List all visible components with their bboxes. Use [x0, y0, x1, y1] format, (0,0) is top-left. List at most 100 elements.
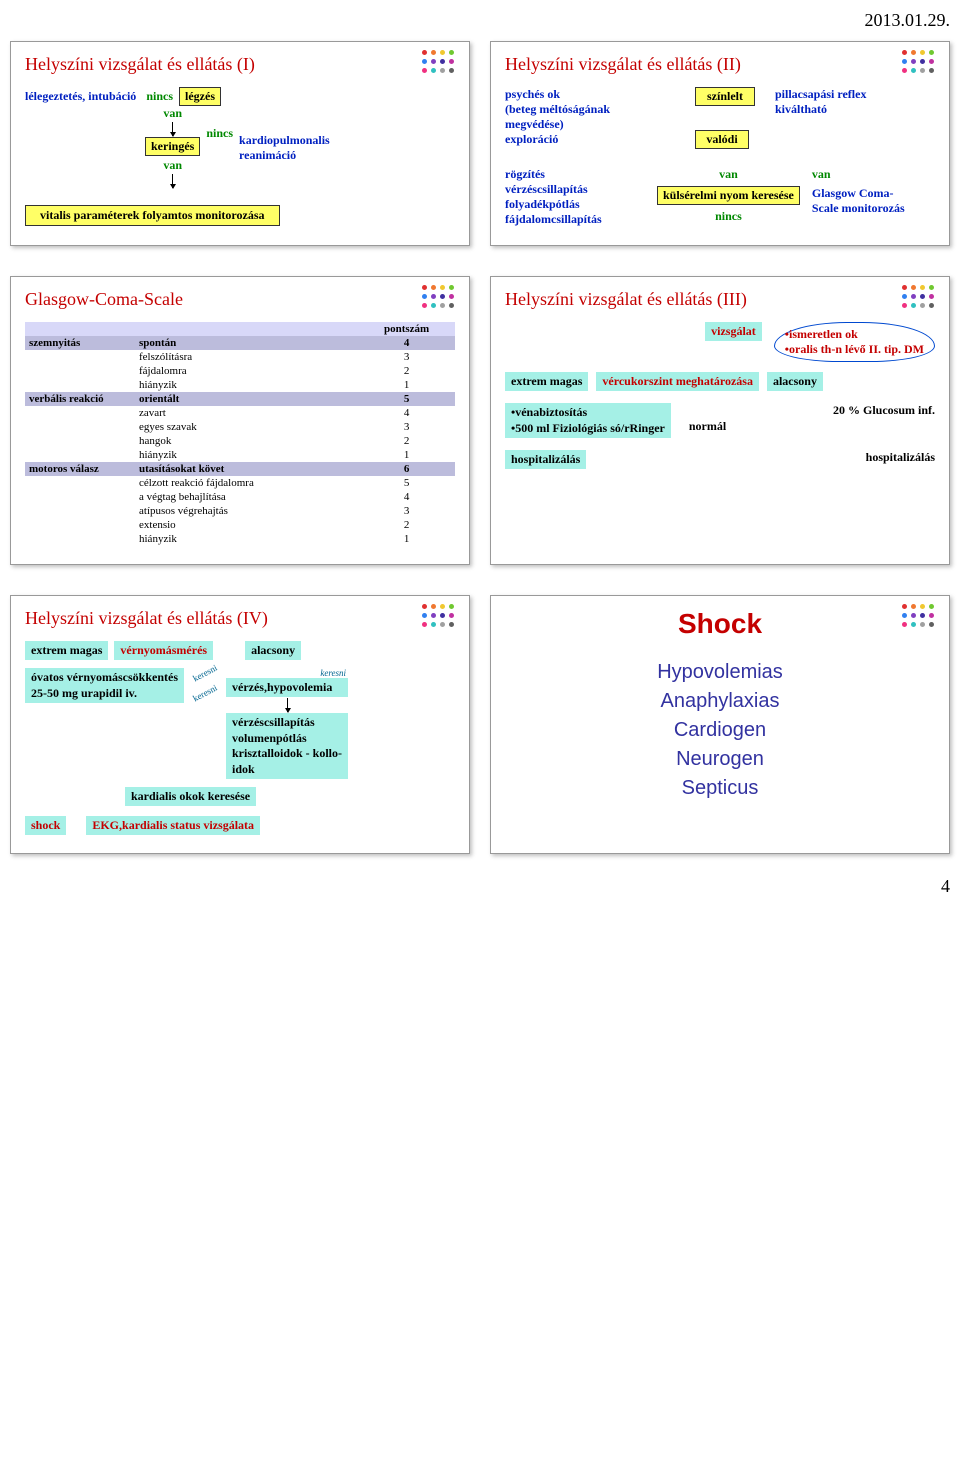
gcs-cat — [25, 532, 135, 546]
dot — [920, 50, 925, 55]
gcs-score: 2 — [358, 364, 455, 378]
dot-matrix — [902, 50, 935, 74]
dot — [440, 294, 445, 299]
t: •ismeretlen ok — [785, 327, 924, 342]
label-van: van — [163, 106, 182, 121]
gcs-score: 1 — [358, 378, 455, 392]
dot — [911, 604, 916, 609]
gcs-item: utasításokat követ — [135, 462, 358, 476]
t: •500 ml Fiziológiás só/rRinger — [511, 421, 665, 437]
gcs-item: zavart — [135, 406, 358, 420]
slide-3: Glasgow-Coma-Scale pontszámszemnyitásspo… — [10, 276, 470, 565]
dot — [911, 50, 916, 55]
dot — [929, 50, 934, 55]
t: vérzéscsillapítás — [505, 182, 645, 197]
gcs-cat: verbális reakció — [25, 392, 135, 406]
label-keresni: keresni — [191, 662, 219, 683]
dot — [422, 50, 427, 55]
gcs-item: hiányzik — [135, 378, 358, 392]
gcs-score: 3 — [358, 504, 455, 518]
dot — [902, 604, 907, 609]
dot — [422, 285, 427, 290]
slide-title: Helyszíni vizsgálat és ellátás (I) — [25, 54, 455, 75]
t: óvatos vérnyomáscsökkentés — [31, 670, 178, 686]
gcs-cat — [25, 518, 135, 532]
dot-matrix — [422, 50, 455, 74]
dot-matrix — [422, 285, 455, 309]
gcs-item: hiányzik — [135, 532, 358, 546]
label-nincs: nincs — [715, 209, 742, 223]
box-valodi: valódi — [695, 130, 749, 149]
s2-right: színlelt valódi — [695, 87, 755, 149]
dot — [440, 303, 445, 308]
s4-top: vizsgálat •ismeretlen ok •oralis th-n lé… — [505, 322, 935, 362]
dot — [929, 285, 934, 290]
dot — [431, 604, 436, 609]
gcs-item: hangok — [135, 434, 358, 448]
dot — [902, 68, 907, 73]
label-hospital: hospitalizálás — [866, 450, 935, 469]
dot — [902, 303, 907, 308]
dot — [440, 50, 445, 55]
gcs-item: a végtag behajlítása — [135, 490, 358, 504]
box-shock: shock — [25, 816, 66, 835]
label-keresni: keresni — [191, 682, 219, 703]
t: rögzítés — [505, 167, 645, 182]
dot — [449, 294, 454, 299]
dot — [422, 294, 427, 299]
t: psychés ok — [505, 87, 675, 102]
dot — [902, 294, 907, 299]
dot — [440, 285, 445, 290]
shock-item: Neurogen — [505, 745, 935, 774]
dot — [929, 622, 934, 627]
slide-title: Helyszíni vizsgálat és ellátás (IV) — [25, 608, 455, 629]
dot-matrix — [902, 285, 935, 309]
gcs-cat — [25, 504, 135, 518]
right-block: van Glasgow Coma-Scale monitorozás — [812, 167, 912, 216]
gcs-item: felszólításra — [135, 350, 358, 364]
page-number: 4 — [10, 876, 950, 897]
gcs-cat — [25, 364, 135, 378]
s5-row3: kardialis okok keresése — [125, 787, 455, 806]
t: idok — [232, 762, 342, 778]
dot — [911, 613, 916, 618]
slide-5: Helyszíni vizsgálat és ellátás (IV) extr… — [10, 595, 470, 854]
gcs-score: 3 — [358, 350, 455, 364]
slide-2: Helyszíni vizsgálat és ellátás (II) psyc… — [490, 41, 950, 246]
label-glucosum: 20 % Glucosum inf. — [833, 403, 935, 418]
label-normal: normál — [689, 419, 726, 434]
gcs-score: 4 — [358, 336, 455, 350]
gcs-score: 5 — [358, 392, 455, 406]
t: fájdalomcsillapítás — [505, 212, 645, 227]
dot — [911, 294, 916, 299]
dot — [911, 59, 916, 64]
box-vernyomas: vérnyomásmérés — [114, 641, 213, 660]
box-extrem: extrem magas — [505, 372, 588, 391]
arrow — [287, 698, 288, 712]
vena-box: •vénabiztosítás •500 ml Fiziológiás só/r… — [505, 403, 671, 438]
dot — [431, 285, 436, 290]
shock-list: HypovolemiasAnaphylaxiasCardiogenNeuroge… — [505, 658, 935, 803]
dot — [920, 622, 925, 627]
t: vérzéscsillapítás — [232, 715, 342, 731]
gcs-cat — [25, 490, 135, 504]
t: •oralis th-n lévő II. tip. DM — [785, 342, 924, 357]
box-szinlelt: színlelt — [695, 87, 755, 106]
gcs-score: 1 — [358, 532, 455, 546]
dot — [422, 59, 427, 64]
box-alacsony: alacsony — [245, 641, 301, 660]
t: volumenpótlás — [232, 731, 342, 747]
dot — [440, 68, 445, 73]
box-legzes: légzés — [179, 87, 221, 106]
s5-row1: extrem magas vérnyomásmérés alacsony — [25, 641, 455, 660]
label-van: van — [719, 167, 738, 181]
dot — [929, 613, 934, 618]
left-block: rögzítés vérzéscsillapítás folyadékpótlá… — [505, 167, 645, 227]
gcs-cat — [25, 476, 135, 490]
box-ekg: EKG,kardialis status vizsgálata — [86, 816, 260, 835]
label-nincs: nincs — [206, 126, 233, 141]
s5-row4: shock EKG,kardialis status vizsgálata — [25, 816, 455, 835]
dot — [449, 285, 454, 290]
arrow — [172, 174, 173, 188]
gcs-score: 5 — [358, 476, 455, 490]
